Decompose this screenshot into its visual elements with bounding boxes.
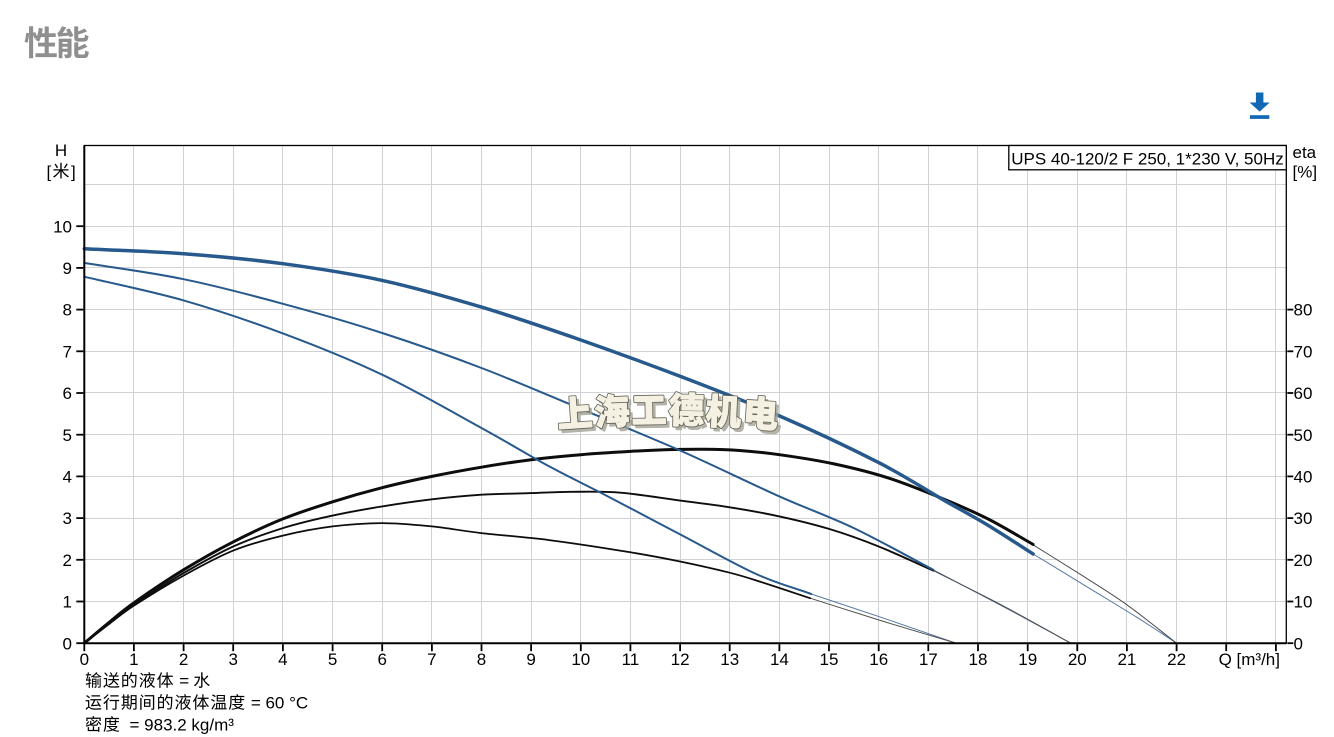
svg-text:0: 0: [1294, 634, 1303, 653]
svg-text:= 983.2 kg/m³: = 983.2 kg/m³: [125, 716, 234, 735]
svg-text:19: 19: [1018, 650, 1037, 669]
svg-text:70: 70: [1294, 342, 1313, 361]
svg-text:80: 80: [1294, 301, 1313, 320]
svg-text:9: 9: [526, 650, 535, 669]
svg-text:8: 8: [477, 650, 486, 669]
svg-text:0: 0: [80, 650, 89, 669]
svg-text:9: 9: [63, 259, 72, 278]
svg-text:17: 17: [919, 650, 938, 669]
svg-text:2: 2: [179, 650, 188, 669]
svg-text:eta: eta: [1293, 143, 1317, 162]
svg-text:]: ]: [71, 163, 76, 182]
svg-text:2: 2: [63, 551, 72, 570]
svg-text:7: 7: [427, 650, 436, 669]
svg-text:14: 14: [770, 650, 789, 669]
svg-text:30: 30: [1294, 509, 1313, 528]
svg-text:1: 1: [63, 593, 72, 612]
svg-text:15: 15: [820, 650, 839, 669]
svg-text:5: 5: [63, 426, 72, 445]
svg-text:20: 20: [1068, 650, 1087, 669]
svg-text:10: 10: [1294, 593, 1313, 612]
svg-text:4: 4: [63, 468, 72, 487]
svg-text:3: 3: [63, 509, 72, 528]
svg-text:21: 21: [1117, 650, 1136, 669]
svg-text:=: =: [175, 672, 194, 691]
svg-text:4: 4: [278, 650, 287, 669]
svg-text:3: 3: [228, 650, 237, 669]
svg-text:50: 50: [1294, 426, 1313, 445]
svg-text:13: 13: [720, 650, 739, 669]
svg-text:8: 8: [63, 301, 72, 320]
svg-text:22: 22: [1167, 650, 1186, 669]
svg-text:20: 20: [1294, 551, 1313, 570]
svg-text:0: 0: [63, 634, 72, 653]
svg-text:6: 6: [63, 384, 72, 403]
svg-text:40: 40: [1294, 468, 1313, 487]
svg-text:11: 11: [622, 650, 640, 669]
svg-text:10: 10: [571, 650, 590, 669]
svg-text:= 60 °C: = 60 °C: [246, 694, 308, 713]
svg-text:60: 60: [1294, 384, 1313, 403]
svg-text:H: H: [55, 141, 67, 160]
svg-text:[: [: [47, 163, 52, 182]
svg-text:5: 5: [328, 650, 337, 669]
svg-text:18: 18: [969, 650, 988, 669]
svg-text:16: 16: [869, 650, 888, 669]
svg-text:12: 12: [671, 650, 690, 669]
svg-text:10: 10: [53, 217, 72, 236]
svg-text:1: 1: [129, 650, 138, 669]
svg-text:Q [m³/h]: Q [m³/h]: [1219, 650, 1280, 669]
svg-text:6: 6: [377, 650, 386, 669]
svg-text:7: 7: [63, 342, 72, 361]
svg-text:[%]: [%]: [1293, 163, 1318, 182]
svg-text:UPS 40-120/2 F 250, 1*230 V, 5: UPS 40-120/2 F 250, 1*230 V, 50Hz: [1011, 149, 1284, 168]
